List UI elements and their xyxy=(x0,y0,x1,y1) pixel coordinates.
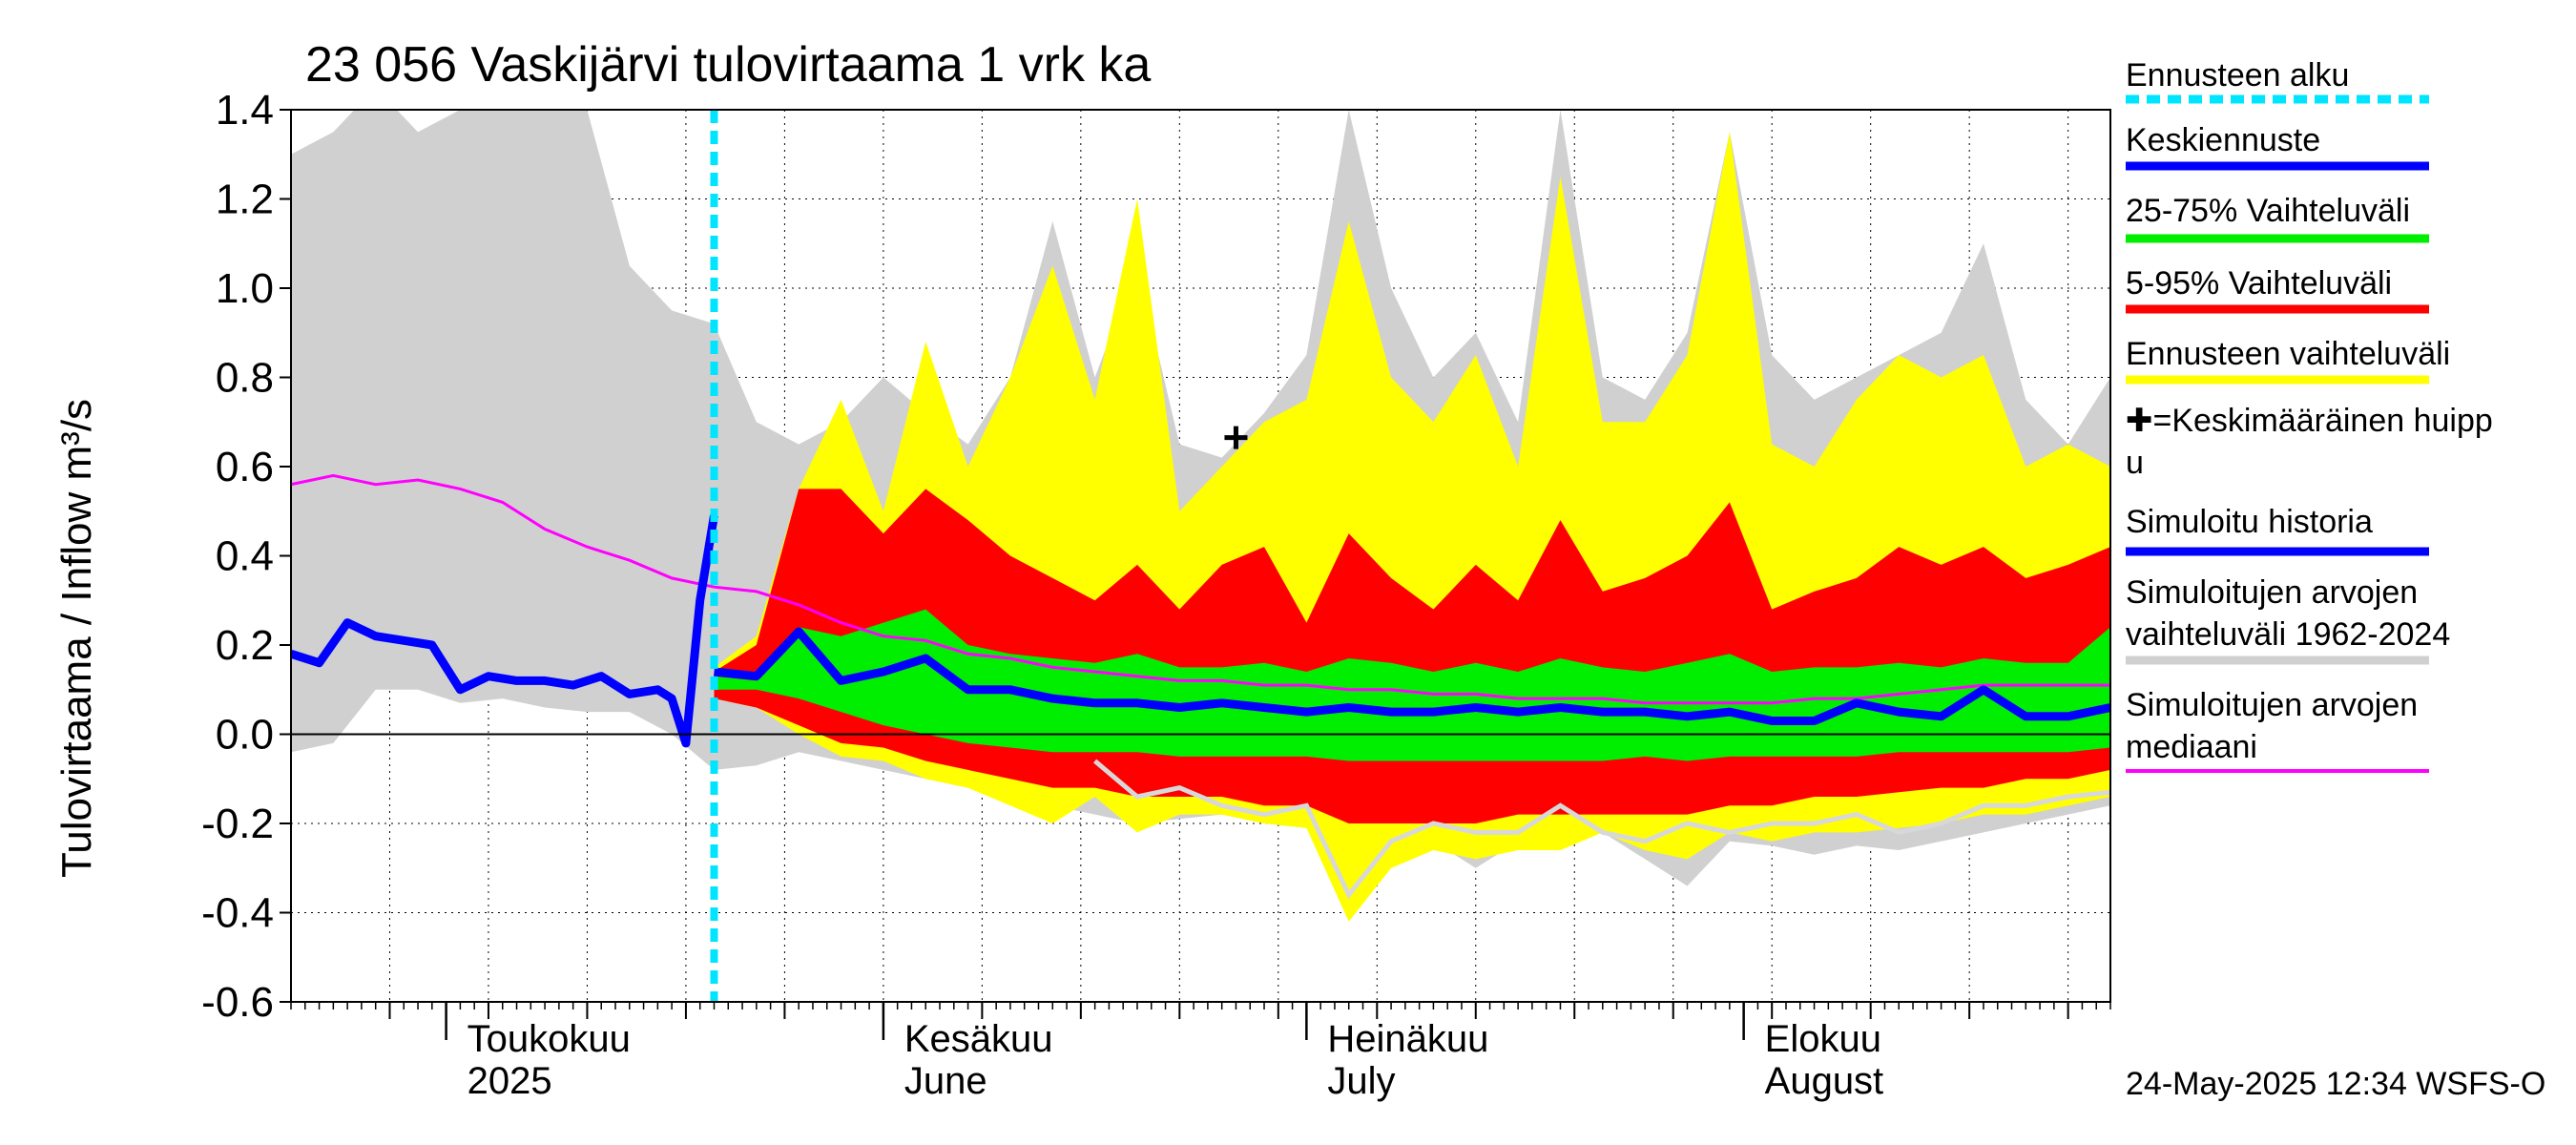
legend-label: Ennusteen vaihteluväli xyxy=(2126,336,2450,372)
month-label: Elokuu xyxy=(1765,1018,1881,1060)
y-tick-label: 1.4 xyxy=(216,87,274,134)
legend-label: vaihteluväli 1962-2024 xyxy=(2126,616,2450,653)
y-tick-label: 0.4 xyxy=(216,533,274,580)
y-tick-label: -0.6 xyxy=(201,979,274,1026)
legend-label: mediaani xyxy=(2126,729,2257,765)
y-axis-label: Tulovirtaama / Inflow m³/s xyxy=(53,399,100,878)
chart-title: 23 056 Vaskijärvi tulovirtaama 1 vrk ka xyxy=(305,37,1151,93)
y-tick-label: -0.2 xyxy=(201,801,274,847)
legend-label: Ennusteen alku xyxy=(2126,57,2349,94)
plot-area: 1.4 1.2 1.0 0.8 0.6 0.4 0.2 0.0 -0.2 -0.4 -0.6 Touk… xyxy=(201,87,2111,1102)
y-tick-label: 1.2 xyxy=(216,177,274,223)
historical-median-line xyxy=(291,473,2110,705)
legend-label: u xyxy=(2126,445,2144,481)
legend-label: 25-75% Vaihteluväli xyxy=(2126,193,2410,229)
historical-trace-line xyxy=(1092,759,2110,900)
y-tick-label: 1.0 xyxy=(216,265,274,312)
y-tick-label: 0.6 xyxy=(216,444,274,490)
month-sublabel: July xyxy=(1327,1060,1395,1102)
y-tick-label: 0.0 xyxy=(216,712,274,759)
legend-label: Simuloitujen arvojen xyxy=(2126,574,2418,611)
mean-forecast-line xyxy=(714,627,2110,725)
y-tick-label: 0.2 xyxy=(216,622,274,669)
y-tick-label: -0.4 xyxy=(201,890,274,937)
legend-label: Keskiennuste xyxy=(2126,122,2320,158)
month-sublabel: 2025 xyxy=(467,1060,552,1102)
month-sublabel: August xyxy=(1765,1060,1884,1102)
month-sublabel: June xyxy=(904,1060,987,1102)
month-label: Toukokuu xyxy=(467,1018,631,1060)
p25-75-band xyxy=(714,609,2110,761)
legend-label: Simuloitu historia xyxy=(2126,504,2373,540)
legend: Ennusteen alku Keskiennuste 25-75% Vaihtel… xyxy=(2126,57,2493,773)
mean-peak-marker xyxy=(1224,426,1248,449)
legend-label: Simuloitujen arvojen xyxy=(2126,687,2418,723)
y-tick-label: 0.8 xyxy=(216,355,274,402)
timestamp: 24-May-2025 12:34 WSFS-O xyxy=(2126,1066,2545,1102)
legend-label: ✚=Keskimääräinen huipp xyxy=(2126,403,2493,439)
legend-label: 5-95% Vaihteluväli xyxy=(2126,265,2392,302)
month-label: Heinäkuu xyxy=(1327,1018,1488,1060)
month-label: Kesäkuu xyxy=(904,1018,1053,1060)
simulated-history-line xyxy=(291,514,718,748)
